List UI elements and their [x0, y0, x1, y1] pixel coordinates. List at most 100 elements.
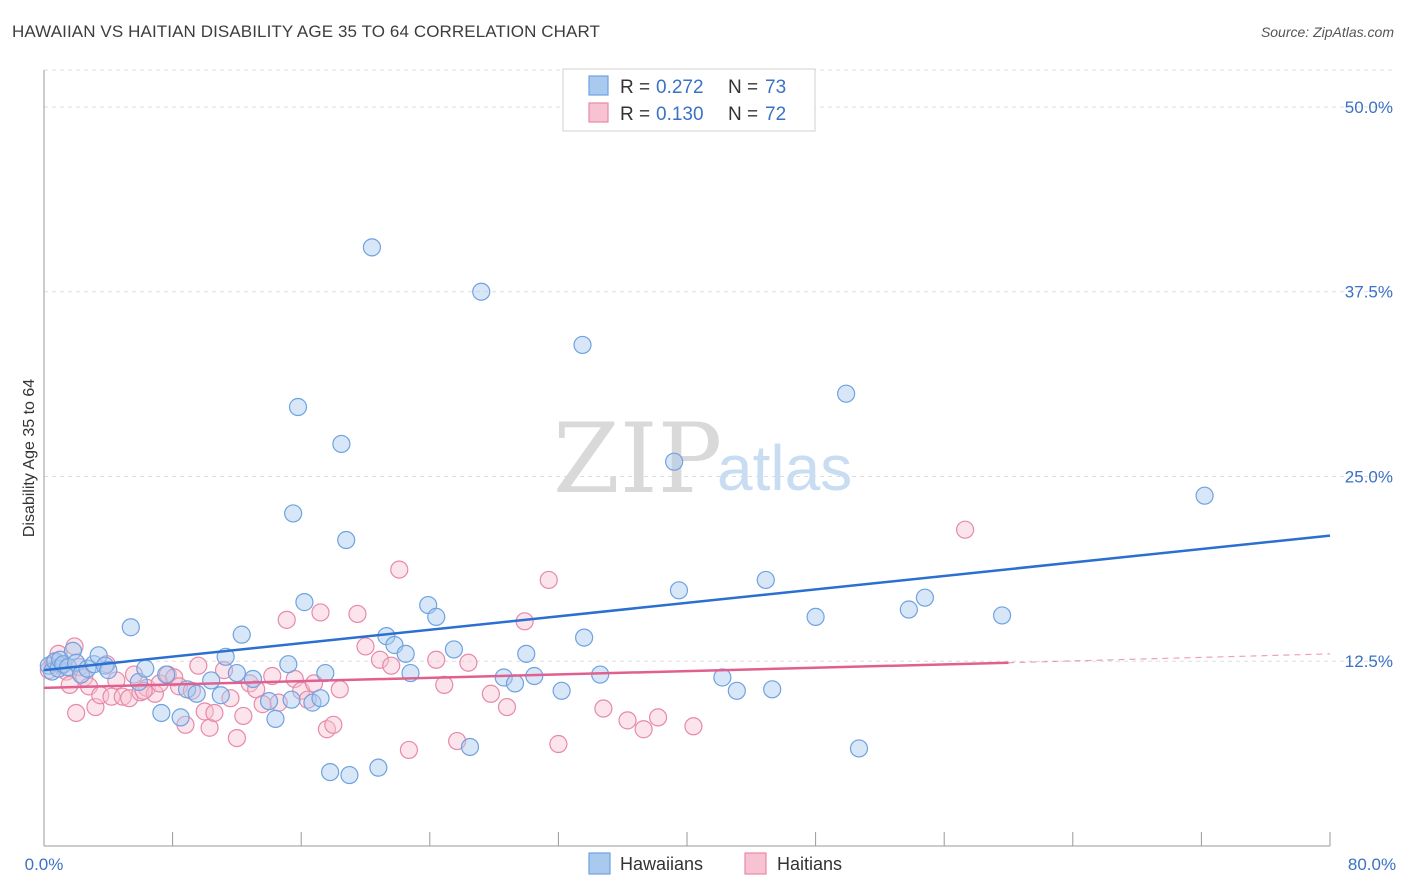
grid: [44, 69, 1392, 662]
haitians-point: [86, 697, 105, 717]
haitians-point: [348, 604, 367, 624]
haitians-point: [459, 653, 478, 672]
hawaiians-point: [444, 640, 464, 659]
haitians-trendline: [43, 661, 1009, 690]
legend-n-label-haitians: N =: [728, 104, 758, 125]
legend-n-label-hawaiians: N =: [728, 77, 758, 98]
haitians-point: [195, 702, 214, 721]
haitians-point: [234, 706, 253, 726]
chart-title: HAWAIIAN VS HAITIAN DISABILITY AGE 35 TO…: [12, 22, 601, 41]
hawaiians-point: [202, 671, 221, 690]
haitians-point: [120, 689, 139, 708]
hawaiians-point: [321, 762, 340, 782]
legend-swatch-haitians: [588, 102, 609, 123]
hawaiians-point: [243, 669, 263, 689]
legend-n-value-haitians: 72: [765, 104, 786, 125]
haitians-point: [684, 717, 703, 736]
hawaiians-point: [316, 663, 335, 683]
legend-r-label-haitians: R =: [620, 104, 650, 125]
y-tick-labels: 12.5% 25.0% 37.5% 50.0%: [1345, 98, 1393, 671]
haitians-point: [356, 637, 375, 656]
hawaiians-point: [227, 663, 246, 683]
hawaiians-point: [63, 641, 83, 660]
haitians-point: [390, 560, 409, 579]
hawaiians-point: [362, 238, 382, 257]
watermark-zip: ZIP: [553, 403, 722, 515]
haitians-point: [497, 697, 517, 717]
legend: R = 0.272 N = 73 R = 0.130 N = 72: [562, 68, 816, 132]
hawaiians-point: [849, 739, 869, 758]
hawaiians-point: [665, 452, 684, 471]
hawaiians-point: [284, 504, 303, 523]
hawaiians-trendline: [43, 534, 1331, 672]
haitians-point: [481, 684, 500, 703]
haitians-point: [634, 720, 653, 739]
hawaiians-point: [756, 570, 775, 590]
y-axis-title: Disability Age 35 to 64: [21, 379, 38, 537]
hawaiians-point: [311, 689, 330, 708]
x-tick-label-max: 80.0%: [1348, 855, 1396, 874]
hawaiians-point: [505, 674, 525, 693]
hawaiians-point: [369, 758, 388, 777]
haitians-point: [67, 703, 86, 723]
haitians-point: [435, 675, 454, 694]
hawaiians-point: [573, 335, 592, 355]
hawaiians-point: [396, 644, 415, 663]
hawaiians-point: [806, 607, 825, 626]
hawaiians-point: [915, 588, 935, 607]
hawaiians-point: [494, 668, 513, 687]
haitians-point: [60, 675, 79, 694]
watermark-atlas: atlas: [717, 432, 852, 504]
hawaiians-point: [171, 708, 190, 727]
y-tick-label: 25.0%: [1345, 467, 1393, 486]
hawaiians-point: [899, 600, 918, 619]
hawaiians-point: [669, 581, 689, 600]
hawaiians-point: [763, 680, 782, 699]
hawaiians-point: [472, 282, 491, 301]
bottom-legend-label-haitians: Haitians: [777, 854, 842, 874]
hawaiians-point: [460, 737, 480, 757]
bottom-legend-swatch-hawaiians: [588, 852, 611, 875]
hawaiians-point: [288, 397, 308, 417]
hawaiians-point: [157, 665, 176, 684]
y-tick-label: 50.0%: [1345, 98, 1393, 117]
hawaiians-point: [837, 384, 856, 403]
hawaiians-point: [266, 709, 285, 728]
haitians-point: [427, 650, 446, 669]
hawaiians-point: [279, 655, 298, 674]
haitians-point: [648, 708, 668, 727]
hawaiians-point: [282, 690, 301, 709]
bottom-legend: Hawaiians Haitians: [588, 852, 842, 875]
haitians-point: [189, 656, 208, 675]
haitians-point: [618, 711, 637, 730]
legend-r-value-haitians: 0.130: [656, 104, 704, 125]
haitians-point: [330, 680, 349, 699]
hawaiians-point: [427, 607, 446, 626]
hawaiians-point: [152, 703, 171, 723]
haitians-point: [370, 650, 390, 669]
x-tick-label-min: 0.0%: [25, 855, 64, 874]
bottom-legend-label-hawaiians: Hawaiians: [620, 854, 703, 874]
haitians-point: [955, 520, 975, 539]
y-tick-label: 37.5%: [1345, 283, 1393, 302]
haitians-trendline-extension: [1008, 653, 1331, 664]
hawaiians-point: [517, 644, 536, 663]
hawaiians-point: [727, 681, 746, 700]
haitians-point: [227, 728, 246, 748]
hawaiians-point: [259, 692, 279, 711]
hawaiians-point: [1195, 486, 1214, 505]
hawaiians-point: [332, 434, 351, 454]
haitians-point: [324, 715, 343, 734]
legend-n-value-hawaiians: 73: [765, 77, 786, 98]
bottom-legend-swatch-haitians: [744, 852, 767, 875]
hawaiians-point: [340, 765, 359, 785]
haitians-point: [113, 687, 132, 706]
haitians-point: [311, 603, 330, 622]
haitians-point: [205, 703, 224, 723]
haitians-point: [399, 740, 419, 760]
legend-r-value-hawaiians: 0.272: [656, 77, 704, 98]
source-label: Source: ZipAtlas.com: [1260, 24, 1394, 40]
hawaiians-point: [232, 625, 251, 644]
watermark: ZIP atlas: [553, 403, 852, 515]
